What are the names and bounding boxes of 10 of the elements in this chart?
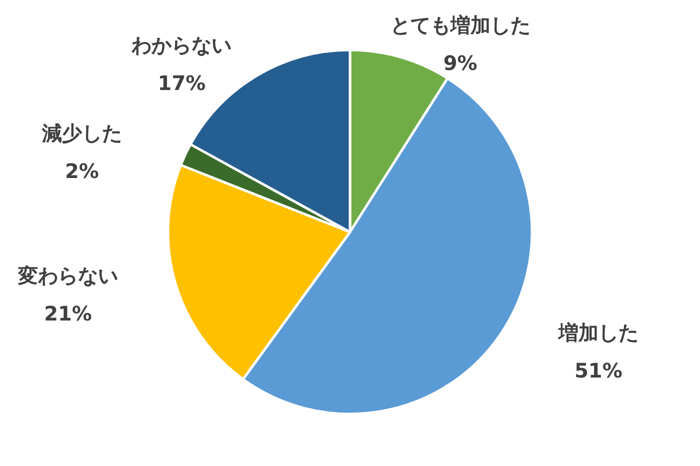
data-label: 17% bbox=[158, 71, 206, 96]
data-label: 21% bbox=[44, 301, 92, 326]
slice-label: 減少した bbox=[40, 120, 122, 145]
data-label: 2% bbox=[65, 158, 99, 183]
slice-label: 増加した bbox=[557, 320, 638, 345]
data-label: 9% bbox=[443, 51, 478, 76]
slice-label: わからない bbox=[130, 33, 232, 58]
data-label: 51% bbox=[574, 358, 622, 383]
slice-label: 変わらない bbox=[17, 263, 118, 288]
slice-label: とても増加した bbox=[390, 13, 530, 38]
